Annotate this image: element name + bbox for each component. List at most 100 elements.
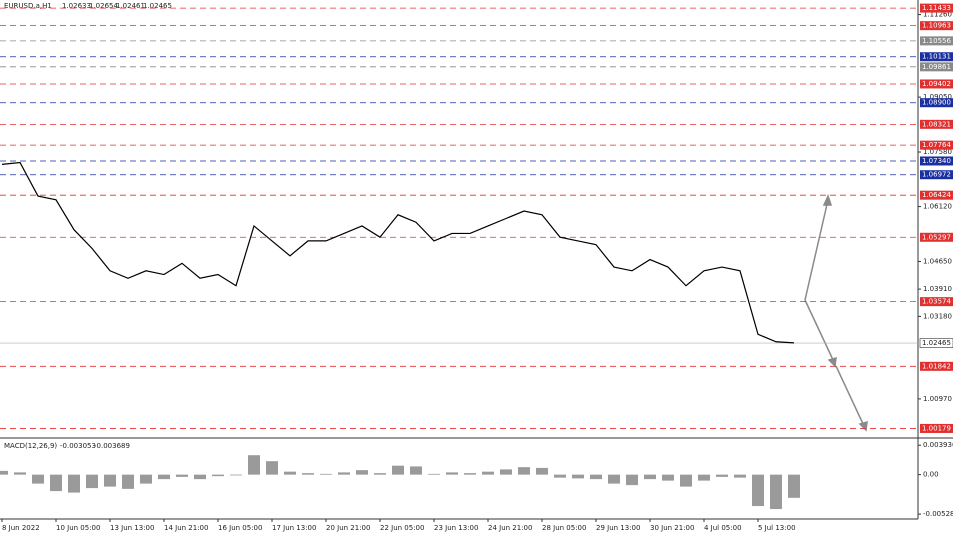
macd-bar: [572, 474, 584, 479]
macd-bar: [86, 474, 98, 489]
level-tag: [920, 3, 953, 13]
macd-bar: [428, 473, 440, 475]
level-label: 1.03574: [922, 298, 951, 306]
level-tag: [920, 170, 953, 180]
level-tag: [920, 21, 953, 31]
level-tag: [920, 79, 953, 89]
macd-bar: [104, 474, 116, 487]
level-label: 1.00179: [922, 424, 951, 432]
macd-bar: [356, 470, 368, 475]
macd-title: MACD(12,26,9): [4, 442, 57, 450]
macd-bar: [320, 473, 332, 475]
level-tag: [920, 36, 953, 46]
ohlc-value: 1.02461: [116, 2, 145, 10]
x-tick-label: 14 Jun 21:00: [164, 524, 208, 532]
x-tick-label: 24 Jun 21:00: [488, 524, 532, 532]
macd-bar: [626, 474, 638, 486]
level-tag: [920, 232, 953, 242]
x-tick-label: 30 Jun 21:00: [650, 524, 694, 532]
y-tick-label: 1.07580: [923, 148, 952, 156]
macd-bar: [140, 474, 152, 484]
macd-bar: [0, 470, 8, 475]
macd-bar: [68, 474, 80, 493]
x-tick-label: 20 Jun 21:00: [326, 524, 370, 532]
macd-bar: [410, 466, 422, 475]
ohlc-value: 1.02633: [62, 2, 91, 10]
level-label: 1.07764: [922, 141, 951, 149]
y-tick-label: 1.04650: [923, 257, 952, 265]
y-tick-label: 1.11260: [923, 11, 952, 19]
macd-bar: [680, 474, 692, 487]
macd-bar: [734, 474, 746, 478]
level-tag: [920, 119, 953, 129]
level-label: 1.01842: [922, 362, 951, 370]
macd-bar: [302, 473, 314, 475]
macd-bar: [230, 474, 242, 476]
level-tag: [920, 98, 953, 108]
level-label: 1.11433: [922, 4, 951, 12]
level-tag: [920, 140, 953, 150]
x-tick-label: 5 Jul 13:00: [758, 524, 796, 532]
macd-bar: [716, 474, 728, 477]
level-label: 1.10556: [922, 37, 951, 45]
level-tag: [920, 52, 953, 62]
macd-bar: [536, 467, 548, 475]
macd-bar: [788, 474, 800, 498]
y-tick-label: 1.06120: [923, 203, 952, 211]
macd-readout: -0.003053: [60, 442, 96, 450]
level-label: 1.09402: [922, 80, 951, 88]
level-label: 1.08900: [922, 99, 951, 107]
x-tick-label: 29 Jun 13:00: [596, 524, 640, 532]
macd-bar: [374, 473, 386, 475]
macd-bar: [590, 474, 602, 480]
y-tick-label: 1.03180: [923, 312, 952, 320]
macd-bar: [752, 474, 764, 507]
level-label: 1.06972: [922, 171, 951, 179]
macd-tick-label: -0.005281: [923, 510, 953, 518]
y-tick-label: 1.09050: [923, 93, 952, 101]
macd-bar: [698, 474, 710, 481]
macd-bar: [608, 474, 620, 484]
macd-bar: [464, 473, 476, 475]
ohlc-value: 1.02465: [143, 2, 172, 10]
x-tick-label: 8 Jun 2022: [2, 524, 40, 532]
macd-bar: [248, 455, 260, 475]
macd-bar: [662, 474, 674, 481]
price-line: [1, 161, 795, 344]
macd-bar: [122, 474, 134, 489]
x-tick-label: 23 Jun 13:00: [434, 524, 478, 532]
x-tick-label: 17 Jun 13:00: [272, 524, 316, 532]
ohlc-value: 1.02654: [89, 2, 118, 10]
x-tick-label: 4 Jul 05:00: [704, 524, 742, 532]
x-tick-label: 22 Jun 05:00: [380, 524, 424, 532]
level-tag: [920, 423, 953, 433]
x-tick-label: 10 Jun 05:00: [56, 524, 100, 532]
macd-bar: [482, 471, 494, 475]
level-tag: [920, 190, 953, 200]
x-tick-label: 16 Jun 05:00: [218, 524, 262, 532]
level-tag: [920, 297, 953, 307]
level-tag: [920, 156, 953, 166]
macd-bar: [554, 474, 566, 478]
macd-bar: [338, 472, 350, 475]
macd-tick-label: 0.003936: [923, 441, 953, 449]
level-label: 1.05297: [922, 233, 951, 241]
macd-bar: [212, 474, 224, 477]
macd-tick-label: 0.00: [923, 471, 939, 479]
macd-bar: [14, 472, 26, 475]
level-tag: [920, 361, 953, 371]
symbol: EURUSD.a,H1: [4, 2, 52, 10]
forecast-arrows: [804, 193, 868, 432]
macd-bar: [284, 471, 296, 475]
last-price-tag: [919, 338, 953, 348]
macd-bar: [50, 474, 62, 492]
macd-bar: [500, 469, 512, 475]
level-label: 1.09861: [922, 63, 951, 71]
level-label: 1.08321: [922, 120, 951, 128]
macd-bar: [644, 474, 656, 480]
level-label: 1.07340: [922, 157, 951, 165]
macd-bar: [446, 472, 458, 475]
macd-bar: [194, 474, 206, 480]
